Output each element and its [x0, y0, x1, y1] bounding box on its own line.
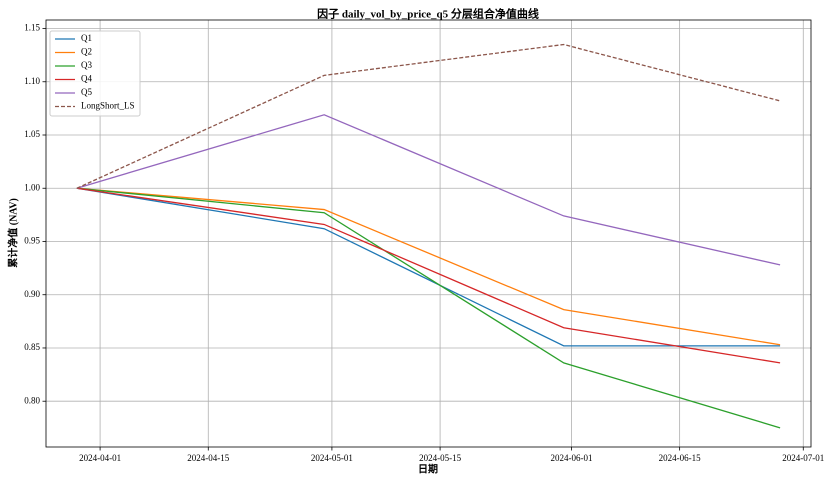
- x-tick-label: 2024-06-01: [550, 453, 592, 463]
- series-line: [76, 43, 781, 189]
- chart-title: 因子 daily_vol_by_price_q5 分层组合净值曲线: [317, 7, 539, 21]
- series-line: [76, 187, 781, 346]
- x-tick-label: 2024-05-01: [311, 453, 353, 463]
- y-tick-label: 1.00: [24, 182, 40, 192]
- y-tick-label: 1.15: [24, 23, 40, 33]
- y-tick-label: 1.05: [24, 129, 40, 139]
- legend-label: Q4: [81, 74, 92, 84]
- legend-label: Q1: [81, 33, 92, 43]
- y-tick-label: 0.85: [24, 342, 40, 352]
- y-tick-label: 1.10: [24, 76, 40, 86]
- legend-label: Q2: [81, 47, 92, 57]
- series-line: [76, 187, 781, 429]
- y-tick-label: 0.90: [24, 289, 40, 299]
- x-axis-label: 日期: [418, 462, 438, 475]
- plot-frame: [45, 19, 812, 448]
- x-tick-label: 2024-04-15: [187, 453, 229, 463]
- series-line: [76, 187, 781, 347]
- series-line: [76, 187, 781, 364]
- x-tick-label: 2024-04-01: [79, 453, 121, 463]
- x-tick-label: 2024-06-15: [659, 453, 701, 463]
- y-axis-label: 累计净值 (NAV): [6, 198, 19, 268]
- legend-label: LongShort_LS: [81, 101, 135, 111]
- x-tick-label: 2024-07-01: [782, 453, 824, 463]
- series-line: [76, 114, 781, 266]
- legend-label: Q5: [81, 87, 92, 97]
- y-tick-label: 0.80: [24, 395, 40, 405]
- y-tick-label: 0.95: [24, 236, 40, 246]
- x-tick-label: 2024-05-15: [419, 453, 461, 463]
- legend-label: Q3: [81, 60, 92, 70]
